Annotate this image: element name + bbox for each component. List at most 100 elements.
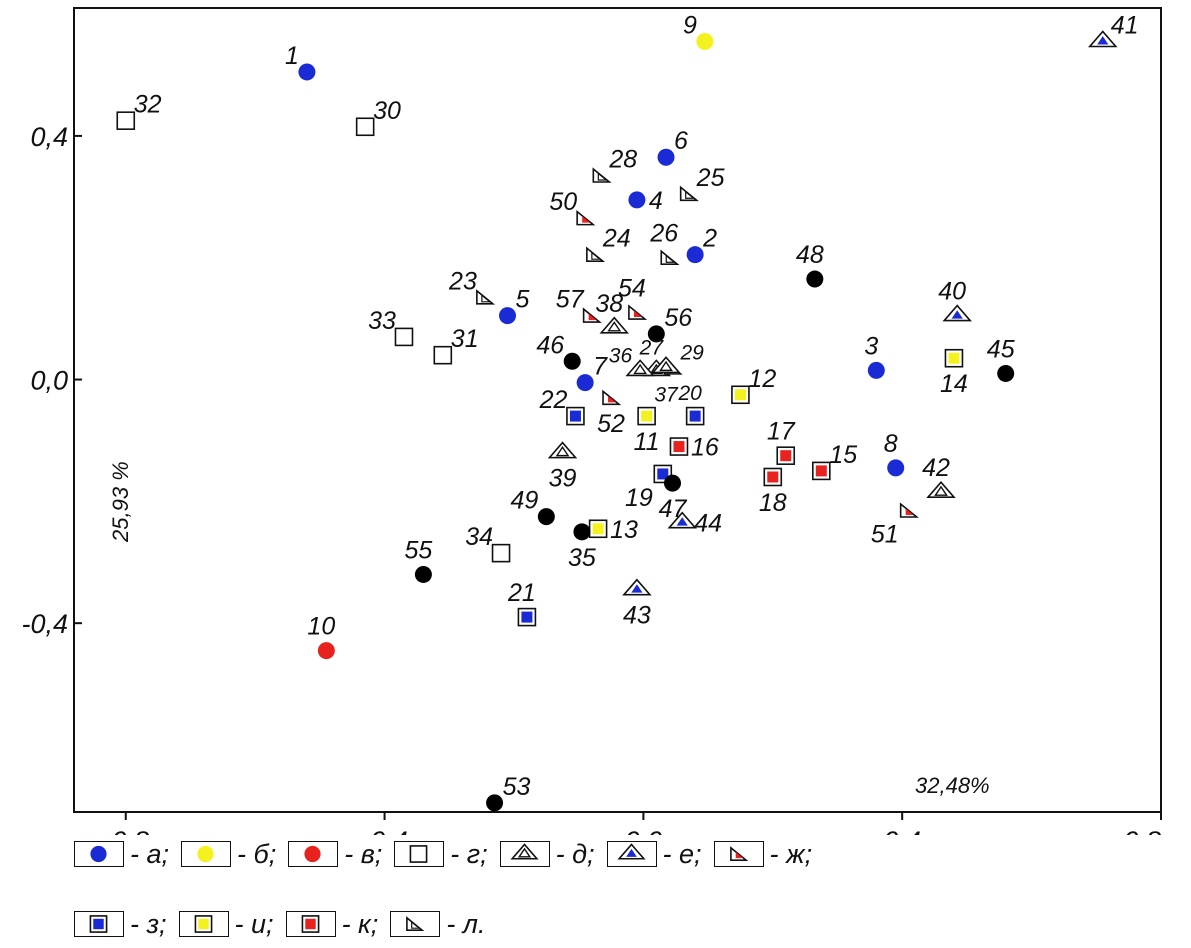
point-55 <box>414 565 432 583</box>
point-label-26: 26 <box>649 220 678 248</box>
point-label-43: 43 <box>623 602 651 630</box>
point-label-42: 42 <box>922 454 950 482</box>
point-label-48: 48 <box>796 241 824 269</box>
x-variance-label: 32,48% <box>915 773 990 798</box>
x-tick-label: -0,8 <box>102 826 149 835</box>
point-label-30: 30 <box>373 97 401 125</box>
point-label-56: 56 <box>664 304 692 332</box>
legend-swatch-k <box>285 911 336 937</box>
point-54 <box>628 304 648 320</box>
point-9 <box>696 33 714 50</box>
point-label-35: 35 <box>568 544 596 572</box>
legend-marker-a <box>90 845 107 863</box>
point-38 <box>599 316 630 334</box>
point-label-28: 28 <box>608 146 637 174</box>
point-label-47: 47 <box>659 495 688 523</box>
point-label-41: 41 <box>1111 12 1139 40</box>
legend-label-b: - б; <box>237 838 277 869</box>
scatter-chart: -0,8-0,40,00,40,8 0,40,0-0,4 12345678910… <box>21 7 1162 835</box>
legend-label-v: - в; <box>344 838 383 869</box>
point-label-14: 14 <box>940 370 968 398</box>
legend-marker-d <box>510 843 539 860</box>
point-label-20: 20 <box>677 382 702 405</box>
point-label-11: 11 <box>634 428 660 456</box>
point-label-15: 15 <box>829 441 857 469</box>
legend-item-b: - б; <box>181 839 276 870</box>
legend-label-i: - и; <box>234 908 274 939</box>
point-45 <box>997 364 1015 382</box>
point-10 <box>317 642 335 660</box>
data-points <box>116 30 1118 812</box>
point-33 <box>394 327 414 347</box>
legend-item-a: - а; <box>74 839 169 870</box>
point-34 <box>491 543 511 563</box>
point-6 <box>657 148 675 166</box>
point-2 <box>686 246 704 264</box>
point-57 <box>582 307 602 323</box>
legend-item-v: - в; <box>288 839 382 870</box>
point-label-57: 57 <box>556 286 585 314</box>
legend-swatch-z <box>74 911 124 937</box>
point-41 <box>1088 30 1118 48</box>
point-36 <box>625 359 655 377</box>
legend-swatch-l <box>390 911 441 937</box>
point-label-55: 55 <box>404 536 432 564</box>
point-24 <box>586 246 606 262</box>
legend-label-l: - л. <box>446 908 486 939</box>
point-48 <box>806 270 824 288</box>
legend-swatch-zh <box>713 841 764 867</box>
legend-swatch-i <box>178 911 229 937</box>
legend-row-2: - з; - и; - к; - л. <box>74 907 498 941</box>
point-label-18: 18 <box>759 489 787 517</box>
y-variance-label: 25,93 % <box>108 461 133 543</box>
x-tick-label: 0,8 <box>1123 826 1161 835</box>
legend-item-k: - к; <box>285 908 379 940</box>
point-label-54: 54 <box>618 275 646 303</box>
point-label-3: 3 <box>864 332 878 360</box>
legend-swatch-b <box>181 841 232 867</box>
point-label-45: 45 <box>987 335 1015 363</box>
point-5 <box>499 307 517 325</box>
legend-marker-zh <box>729 846 748 861</box>
point-label-44: 44 <box>694 510 722 538</box>
point-label-19: 19 <box>625 484 653 512</box>
point-56 <box>647 325 665 343</box>
point-23 <box>476 289 496 305</box>
plot-frame <box>73 7 1162 813</box>
y-tick-label: -0,4 <box>21 609 68 639</box>
point-label-4: 4 <box>649 187 663 215</box>
legend-marker-k <box>301 915 319 933</box>
point-20 <box>685 406 705 426</box>
point-21 <box>517 607 537 627</box>
point-1 <box>298 63 316 81</box>
point-label-52: 52 <box>597 410 625 438</box>
legend-item-d: - д; <box>499 839 595 870</box>
point-label-6: 6 <box>674 127 688 155</box>
point-label-51: 51 <box>871 521 899 549</box>
point-3 <box>867 361 885 379</box>
x-tick-label: -0,4 <box>361 826 408 835</box>
point-40 <box>942 304 972 322</box>
point-label-22: 22 <box>539 386 568 414</box>
point-label-16: 16 <box>691 434 719 462</box>
legend-marker-b <box>197 845 214 863</box>
y-tick-label: 0,4 <box>30 122 68 152</box>
point-label-23: 23 <box>448 267 477 295</box>
legend-label-k: - к; <box>341 908 379 939</box>
point-25 <box>679 185 699 202</box>
legend-item-e: - е; <box>606 838 702 870</box>
point-label-46: 46 <box>536 331 564 359</box>
legend-row-1: - а; - б; - в; - г; - д; - е; - ж; <box>74 837 824 871</box>
point-53 <box>486 794 504 812</box>
point-42 <box>926 481 956 499</box>
point-label-34: 34 <box>465 523 493 551</box>
legend-label-e: - е; <box>662 838 702 869</box>
point-label-25: 25 <box>696 164 725 192</box>
point-label-40: 40 <box>938 278 966 306</box>
point-label-1: 1 <box>285 42 299 70</box>
legend-swatch-e <box>606 841 657 867</box>
y-axis-ticks: 0,4 0,0 -0,4 <box>21 122 82 639</box>
point-label-5: 5 <box>516 286 530 314</box>
point-32 <box>116 111 136 130</box>
point-label-53: 53 <box>503 773 531 801</box>
